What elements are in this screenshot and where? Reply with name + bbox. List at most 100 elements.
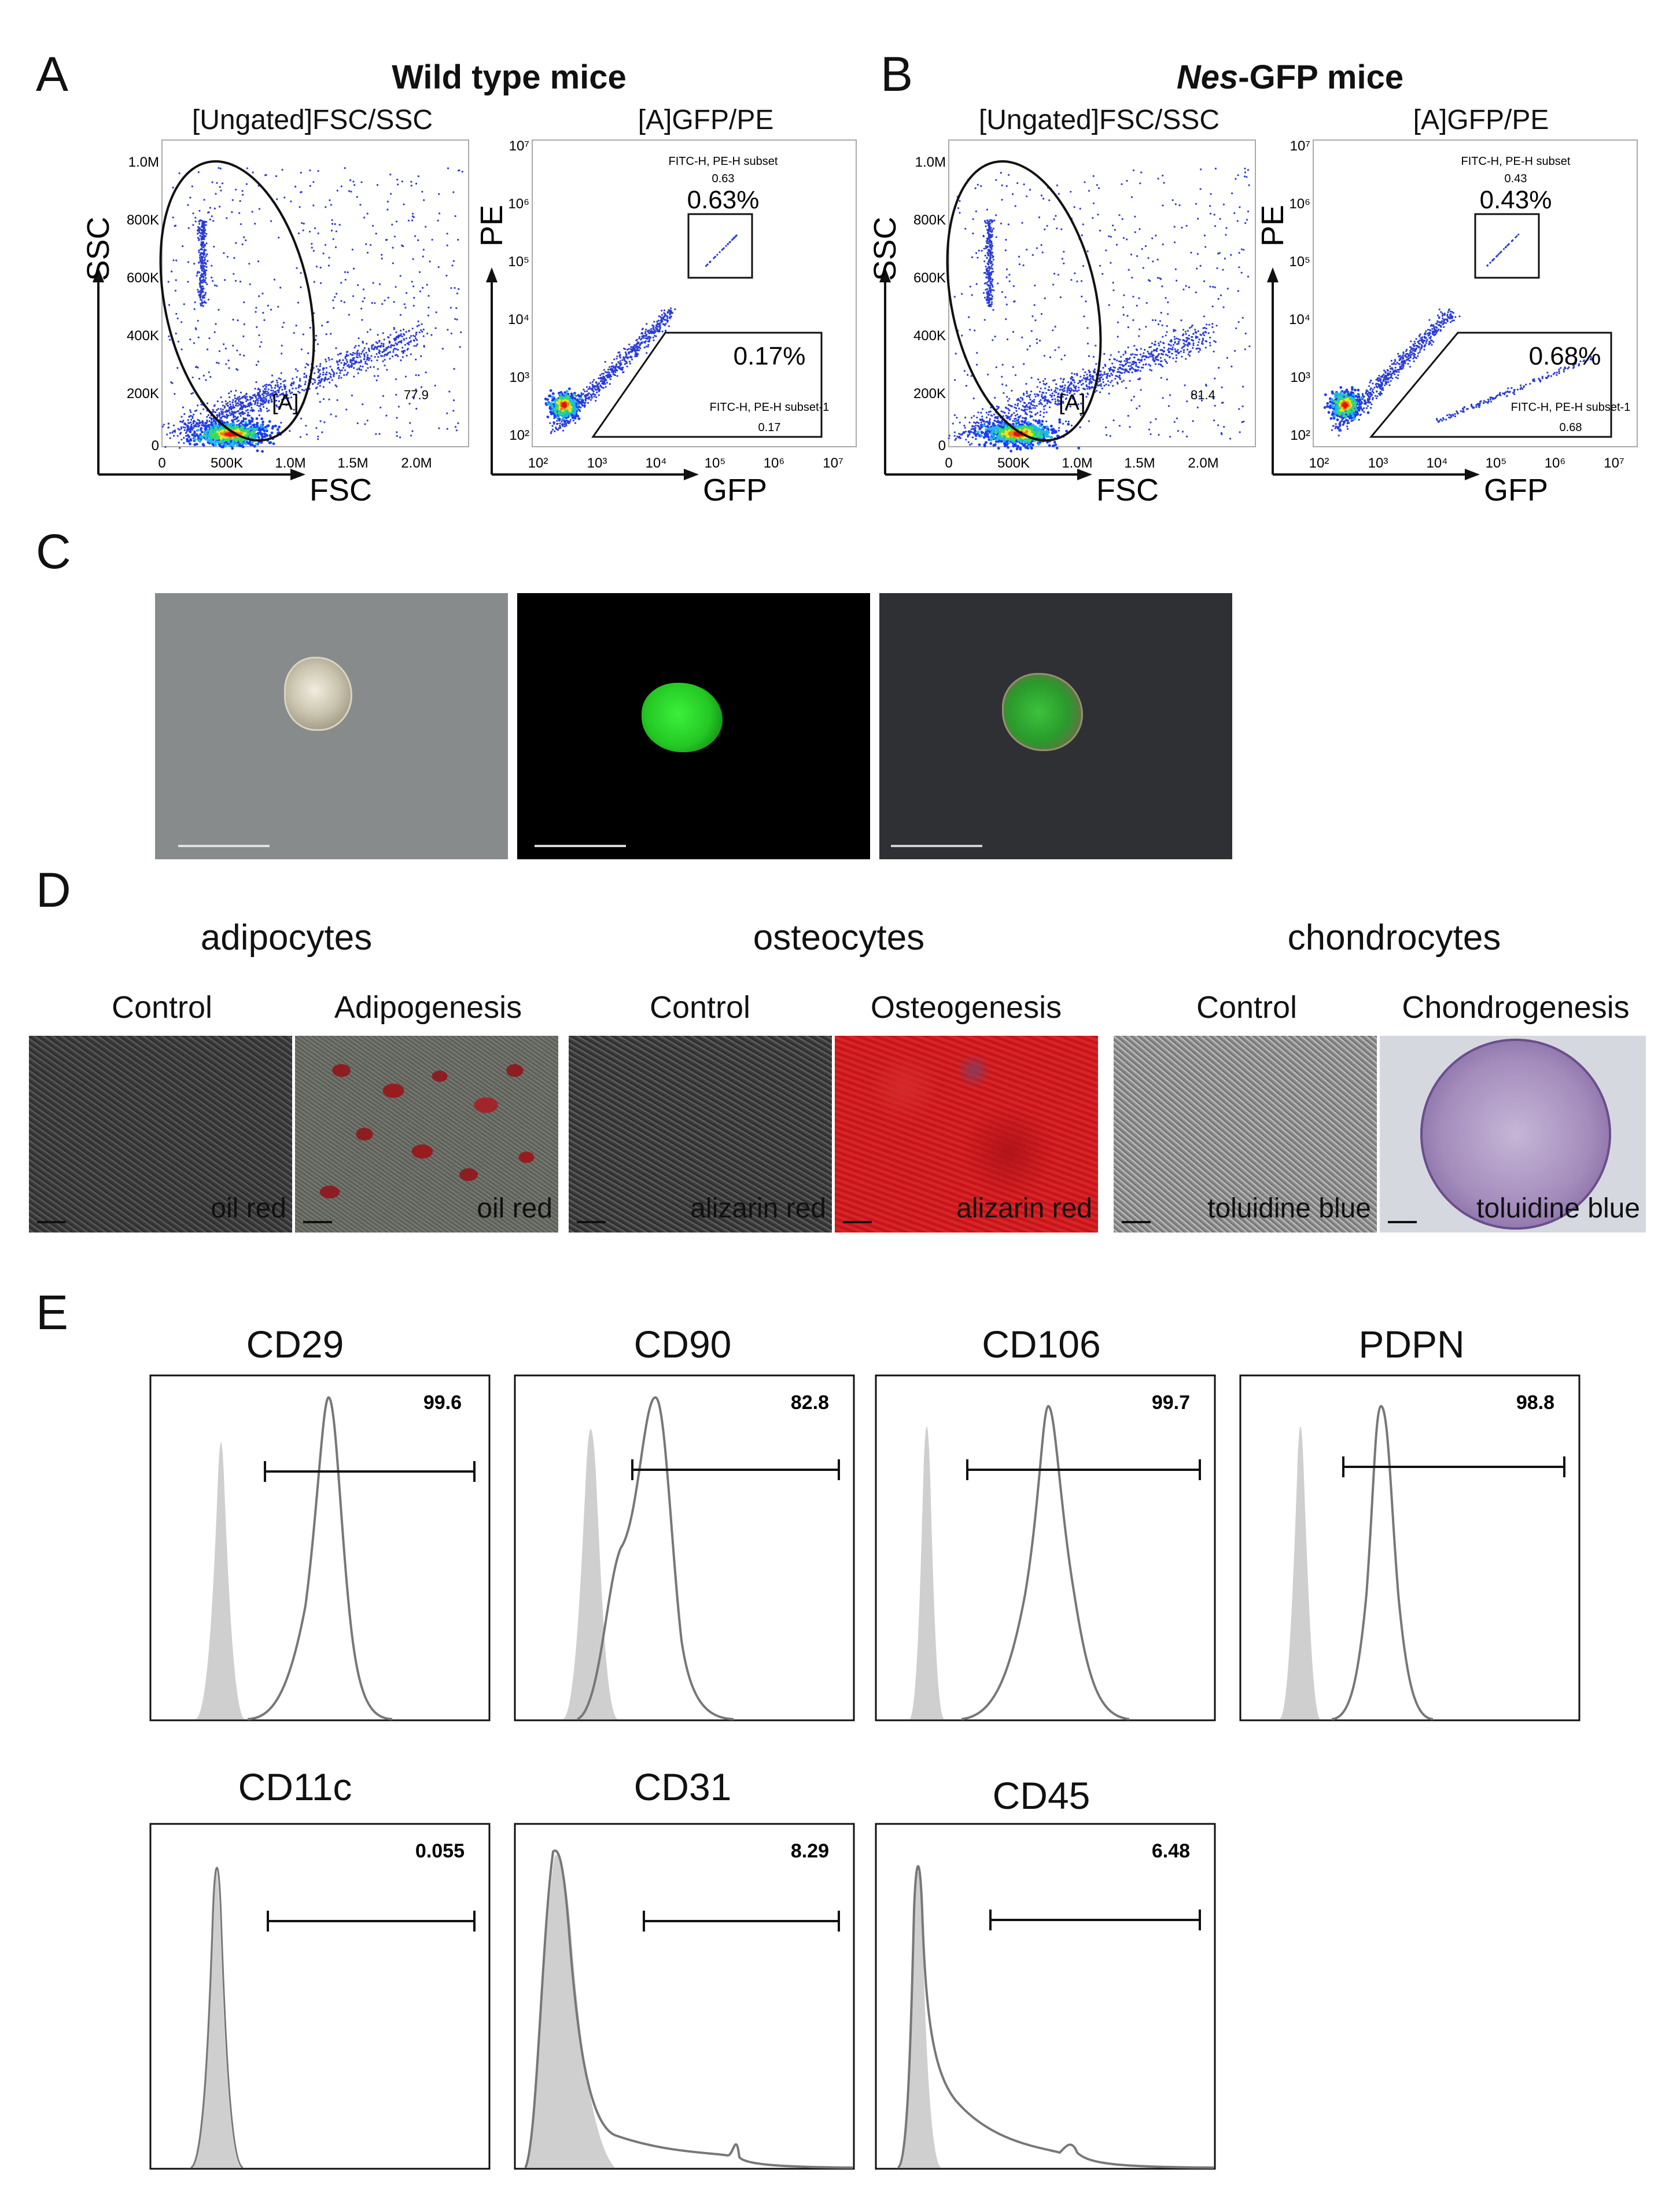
ytick: 10⁶ — [1289, 196, 1310, 212]
scale-bar — [843, 1221, 872, 1223]
a-upper-small: 0.63 — [712, 172, 735, 185]
fsc-ssc-scatter-dots — [948, 167, 1251, 452]
ytick: 10³ — [509, 370, 529, 385]
stain-label: alizarin red — [690, 1193, 826, 1224]
label-adipogenesis: Adipogenesis — [334, 990, 522, 1025]
ytick: 600K — [127, 270, 159, 286]
a-lower-subset: FITC-H, PE-H subset-1 — [710, 401, 830, 414]
xtick: 500K — [211, 455, 243, 471]
ytick: 200K — [127, 386, 159, 402]
b-plot1-xlabel: FSC — [1096, 473, 1159, 507]
xtick: 10³ — [587, 455, 607, 471]
a-plot1-ylabel: SSC — [81, 216, 116, 281]
a-scatter-fsc-ssc: [A] 77.9 1.0M 800K 600K 400K 200K 0 0 50… — [81, 139, 469, 507]
histogram-cd90: 82.8 — [514, 1374, 855, 1721]
ytick: 600K — [913, 270, 946, 286]
hist-value: 99.6 — [423, 1392, 462, 1414]
b-lower-pct: 0.68% — [1529, 342, 1601, 370]
merged-sphere — [1002, 673, 1083, 751]
stain-label: oil red — [211, 1193, 286, 1224]
hist-value: 98.8 — [1516, 1392, 1554, 1414]
b-upper-pct: 0.43% — [1480, 186, 1552, 214]
a-plot1-gate-value: 77.9 — [404, 388, 429, 402]
xtick: 10⁴ — [645, 455, 666, 471]
a-plot2-xlabel: GFP — [703, 473, 767, 507]
xtick: 10³ — [1368, 455, 1388, 471]
b-upper-subset: FITC-H, PE-H subset — [1461, 155, 1571, 168]
scale-bar — [1388, 1221, 1417, 1223]
ytick: 400K — [913, 328, 946, 344]
xtick: 10⁷ — [1604, 455, 1624, 471]
group-title-osteocytes: osteocytes — [753, 918, 925, 958]
scale-bar — [891, 845, 982, 847]
chondro-control-image: toluidine blue — [1114, 1036, 1377, 1233]
scale-bar — [178, 845, 270, 847]
ytick: 10⁴ — [508, 312, 529, 328]
b-scatter-fsc-ssc: [A] 81.4 1.0M 800K 600K 400K 200K 0 0 50… — [868, 139, 1256, 507]
scale-bar — [303, 1221, 332, 1223]
adipo-control-image: oil red — [29, 1036, 292, 1233]
gfp-pe-scatter-dots — [544, 234, 738, 435]
panel-letter-c: C — [36, 524, 71, 579]
ytick: 10⁷ — [509, 138, 529, 154]
hist-value: 6.48 — [1152, 1840, 1190, 1862]
b-plot1-gate-label: [A] — [1059, 391, 1085, 415]
xtick: 0 — [945, 455, 952, 471]
histogram-cd11c: 0.055 — [149, 1823, 491, 2170]
histogram-pdpn: 98.8 — [1239, 1374, 1580, 1721]
panel-b-title-italic: Nes — [1176, 58, 1239, 96]
hist-title: PDPN — [1358, 1323, 1465, 1366]
xtick: 10² — [528, 455, 548, 471]
stain-label: oil red — [477, 1193, 552, 1224]
xtick: 1.0M — [275, 455, 305, 471]
osteo-control-image: alizarin red — [569, 1036, 832, 1233]
histogram-cd29: 99.6 — [149, 1374, 491, 1721]
ytick: 10⁶ — [508, 196, 529, 212]
label-chondrogenesis: Chondrogenesis — [1402, 990, 1630, 1025]
b-plot1-title: [Ungated]FSC/SSC — [978, 105, 1220, 135]
panel-letter-d: D — [36, 863, 71, 917]
label-osteogenesis: Osteogenesis — [870, 990, 1062, 1025]
histogram-cd31: 8.29 — [514, 1823, 855, 2170]
a-lower-pct: 0.17% — [734, 342, 806, 370]
pellet — [1420, 1039, 1611, 1230]
gfp-pe-scatter-dots — [1323, 233, 1520, 437]
fsc-ssc-scatter-dots — [161, 167, 463, 453]
panel-letter-b: B — [880, 47, 913, 101]
histogram-cd106: 99.7 — [875, 1374, 1216, 1721]
scale-bar — [37, 1221, 66, 1223]
stain-label: toluidine blue — [1476, 1193, 1640, 1224]
ytick: 1.0M — [915, 154, 946, 170]
xtick: 10⁶ — [764, 455, 785, 471]
ytick: 400K — [127, 328, 159, 344]
ytick: 800K — [913, 212, 946, 228]
b-plot1-gate-value: 81.4 — [1191, 388, 1215, 402]
merged-image — [879, 593, 1232, 859]
group-title-adipocytes: adipocytes — [200, 918, 373, 958]
label-control-chondro: Control — [1196, 990, 1298, 1025]
b-plot2-ylabel: PE — [1255, 205, 1290, 247]
label-control-adipo: Control — [111, 990, 213, 1025]
a-plot2-title: [A]GFP/PE — [638, 105, 774, 135]
a-scatter-gfp-pe: FITC-H, PE-H subset 0.63 0.63% 0.17% FIT… — [474, 138, 857, 507]
b-lower-subset: FITC-H, PE-H subset-1 — [1511, 401, 1631, 414]
b-plot2-title: [A]GFP/PE — [1413, 105, 1549, 135]
a-upper-subset: FITC-H, PE-H subset — [669, 155, 778, 168]
histogram-cd45: 6.48 — [875, 1823, 1216, 2170]
scale-bar — [535, 845, 626, 847]
xtick: 1.5M — [1124, 455, 1155, 471]
panel-b-title: Nes-GFP mice — [1099, 58, 1481, 97]
adipogenesis-image: oil red — [295, 1036, 558, 1233]
a-plot1-gate-label: [A] — [272, 391, 299, 415]
osteogenesis-image: alizarin red — [835, 1036, 1098, 1233]
ytick: 0 — [938, 438, 946, 454]
xtick: 10⁶ — [1545, 455, 1566, 471]
ytick: 10⁵ — [1289, 254, 1310, 270]
scale-bar — [577, 1221, 606, 1223]
panel-b-title-rest: -GFP mice — [1238, 58, 1404, 96]
b-plot2-xlabel: GFP — [1484, 473, 1548, 507]
xtick: 10² — [1309, 455, 1329, 471]
a-plot2-ylabel: PE — [474, 205, 509, 247]
group-title-chondrocytes: chondrocytes — [1287, 918, 1501, 958]
chondrogenesis-image: toluidine blue — [1380, 1036, 1646, 1233]
